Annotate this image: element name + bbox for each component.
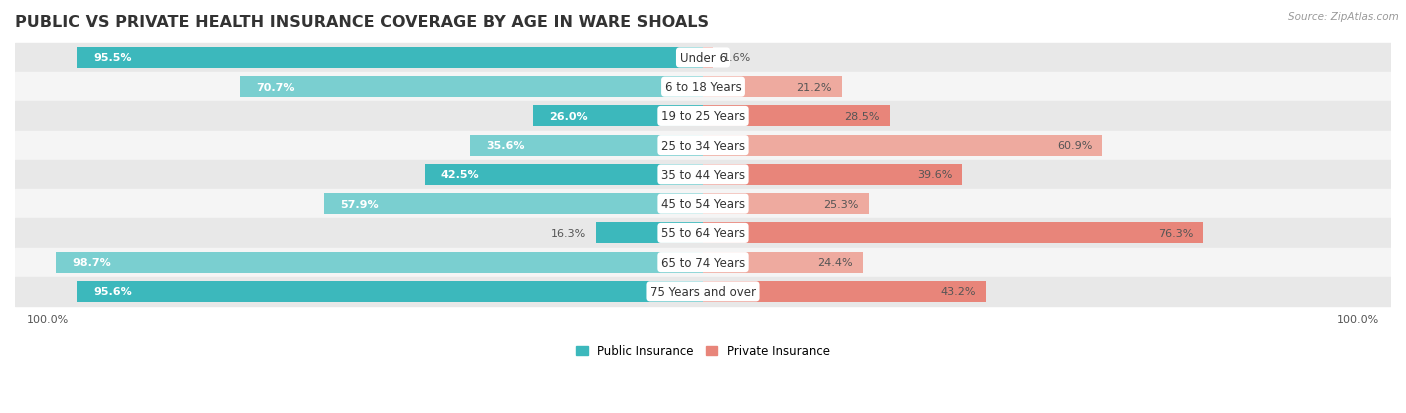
Bar	[703, 106, 890, 127]
Bar	[703, 48, 713, 69]
Text: 39.6%: 39.6%	[917, 170, 953, 180]
Bar	[15, 190, 1391, 219]
Text: 45 to 54 Years: 45 to 54 Years	[661, 198, 745, 211]
Bar	[703, 135, 1102, 156]
Bar	[703, 194, 869, 215]
Bar	[703, 281, 986, 302]
Text: 98.7%: 98.7%	[73, 258, 111, 268]
Text: 1.6%: 1.6%	[723, 53, 752, 63]
Text: Under 6: Under 6	[679, 52, 727, 65]
Text: 42.5%: 42.5%	[441, 170, 479, 180]
Bar	[470, 135, 703, 156]
Bar	[323, 194, 703, 215]
Bar	[15, 44, 1391, 73]
Text: 55 to 64 Years: 55 to 64 Years	[661, 227, 745, 240]
Bar	[77, 48, 703, 69]
Bar	[703, 252, 863, 273]
Text: 95.6%: 95.6%	[93, 287, 132, 297]
Text: 25 to 34 Years: 25 to 34 Years	[661, 139, 745, 152]
Text: 57.9%: 57.9%	[340, 199, 378, 209]
Bar	[703, 77, 842, 98]
Text: 35.6%: 35.6%	[486, 141, 524, 151]
Text: 24.4%: 24.4%	[817, 258, 853, 268]
Bar	[15, 248, 1391, 277]
Bar	[425, 164, 703, 185]
Text: 25.3%: 25.3%	[824, 199, 859, 209]
Text: 75 Years and over: 75 Years and over	[650, 285, 756, 298]
Bar	[703, 223, 1204, 244]
Text: 6 to 18 Years: 6 to 18 Years	[665, 81, 741, 94]
Bar	[15, 102, 1391, 131]
Bar	[15, 73, 1391, 102]
Bar	[240, 77, 703, 98]
Bar	[56, 252, 703, 273]
Text: 60.9%: 60.9%	[1057, 141, 1092, 151]
Text: PUBLIC VS PRIVATE HEALTH INSURANCE COVERAGE BY AGE IN WARE SHOALS: PUBLIC VS PRIVATE HEALTH INSURANCE COVER…	[15, 15, 709, 30]
Text: 95.5%: 95.5%	[94, 53, 132, 63]
Text: Source: ZipAtlas.com: Source: ZipAtlas.com	[1288, 12, 1399, 22]
Text: 16.3%: 16.3%	[551, 228, 586, 238]
Legend: Public Insurance, Private Insurance: Public Insurance, Private Insurance	[571, 340, 835, 362]
Bar	[533, 106, 703, 127]
Bar	[15, 131, 1391, 160]
Bar	[15, 219, 1391, 248]
Bar	[703, 164, 963, 185]
Text: 26.0%: 26.0%	[548, 112, 588, 121]
Text: 43.2%: 43.2%	[941, 287, 976, 297]
Text: 65 to 74 Years: 65 to 74 Years	[661, 256, 745, 269]
Bar	[15, 160, 1391, 190]
Bar	[596, 223, 703, 244]
Text: 28.5%: 28.5%	[845, 112, 880, 121]
Text: 76.3%: 76.3%	[1157, 228, 1194, 238]
Text: 19 to 25 Years: 19 to 25 Years	[661, 110, 745, 123]
Text: 35 to 44 Years: 35 to 44 Years	[661, 169, 745, 181]
Bar	[76, 281, 703, 302]
Bar	[15, 277, 1391, 306]
Text: 21.2%: 21.2%	[797, 83, 832, 93]
Text: 70.7%: 70.7%	[256, 83, 295, 93]
